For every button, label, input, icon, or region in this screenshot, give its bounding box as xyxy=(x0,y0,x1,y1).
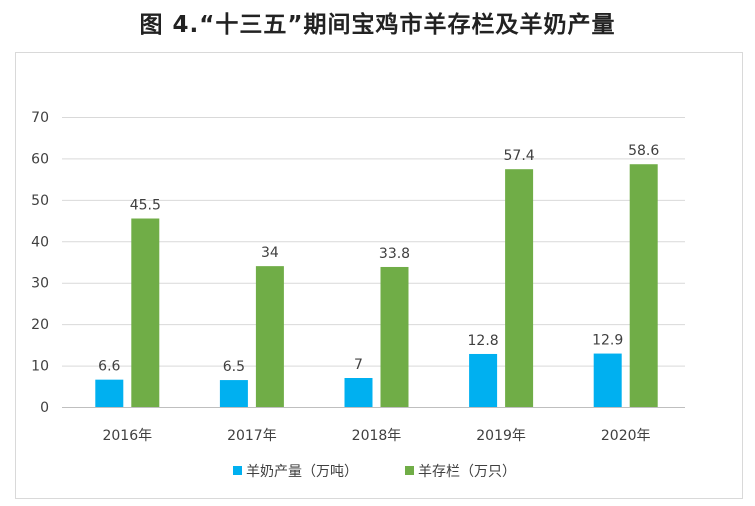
x-tick-label: 2017年 xyxy=(227,428,277,444)
bar-stock xyxy=(505,169,534,407)
data-label: 57.4 xyxy=(504,148,535,164)
data-label: 58.6 xyxy=(628,143,659,159)
bar-milk xyxy=(469,353,498,407)
bar-milk xyxy=(344,378,373,407)
y-tick-label: 60 xyxy=(31,151,49,167)
legend-label: 羊存栏（万只） xyxy=(418,464,516,480)
y-tick-label: 10 xyxy=(31,359,49,375)
x-tick-label: 2016年 xyxy=(102,428,152,444)
bar-stock xyxy=(255,266,284,407)
data-label: 45.5 xyxy=(130,198,161,214)
data-label: 6.5 xyxy=(223,359,245,375)
bar-milk xyxy=(219,380,248,407)
y-tick-label: 40 xyxy=(31,234,49,250)
chart-frame xyxy=(15,52,743,499)
x-tick-label: 2018年 xyxy=(352,428,402,444)
bar-milk xyxy=(593,353,622,407)
bar-milk xyxy=(95,379,124,407)
legend-swatch xyxy=(405,466,414,475)
data-label: 7 xyxy=(354,357,363,373)
x-tick-label: 2019年 xyxy=(476,428,526,444)
bar-stock xyxy=(380,266,409,407)
y-tick-label: 30 xyxy=(31,276,49,292)
y-tick-label: 70 xyxy=(31,110,49,126)
data-label: 12.8 xyxy=(468,333,499,349)
bar-stock xyxy=(629,164,658,407)
data-label: 12.9 xyxy=(592,333,623,349)
y-tick-label: 20 xyxy=(31,317,49,333)
y-tick-label: 50 xyxy=(31,193,49,209)
legend-swatch xyxy=(233,466,242,475)
legend-label: 羊奶产量（万吨） xyxy=(246,464,358,480)
bar-stock xyxy=(131,218,160,407)
x-tick-label: 2020年 xyxy=(601,428,651,444)
data-label: 33.8 xyxy=(379,246,410,262)
y-tick-label: 0 xyxy=(40,400,49,416)
data-label: 6.6 xyxy=(98,359,120,375)
chart-title: 图 4.“十三五”期间宝鸡市羊存栏及羊奶产量 xyxy=(139,12,616,38)
data-label: 34 xyxy=(261,245,279,261)
